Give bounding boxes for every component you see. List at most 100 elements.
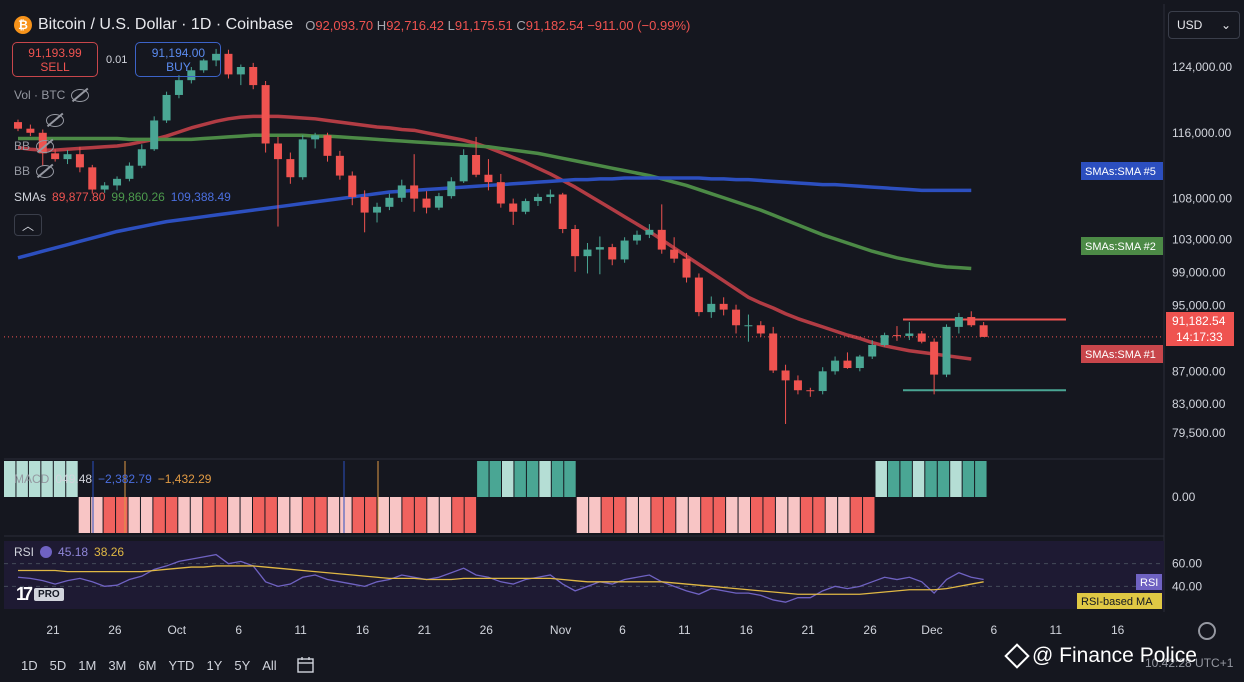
- macd-bar: [775, 497, 788, 533]
- sell-button[interactable]: 91,193.99 SELL: [12, 42, 98, 77]
- calendar-icon[interactable]: [296, 656, 316, 674]
- rsi-settings-icon[interactable]: [40, 546, 53, 558]
- macd-value-3: −1,432.29: [157, 472, 212, 486]
- candle-body: [930, 341, 939, 375]
- rsi-tick-label: 40.00: [1172, 579, 1202, 593]
- macd-bar: [302, 497, 315, 533]
- macd-bar: [203, 497, 215, 533]
- candle-body: [434, 196, 443, 208]
- macd-bar: [601, 497, 614, 533]
- macd-bar: [900, 461, 912, 497]
- rsi-label-bg: [1136, 574, 1162, 590]
- timeframe-5y[interactable]: 5Y: [234, 657, 251, 673]
- timeframe-1y[interactable]: 1Y: [206, 657, 223, 673]
- high-label: H: [376, 17, 387, 33]
- candle-body: [756, 325, 765, 334]
- clock-readout[interactable]: 10:42:28 UTC+1: [1145, 656, 1234, 670]
- legend-volume[interactable]: Vol · BTC: [14, 88, 90, 102]
- macd-bar: [937, 461, 950, 497]
- rsi-legend[interactable]: RSI 45.18 38.26: [14, 545, 124, 559]
- legend-hidden-1[interactable]: [14, 114, 64, 127]
- macd-bar: [414, 497, 427, 533]
- rsi-lines: [4, 541, 1164, 609]
- candle-body: [880, 335, 889, 345]
- volume-label: Vol · BTC: [14, 88, 66, 102]
- collapse-legend-button[interactable]: ︿: [14, 214, 42, 236]
- macd-bar: [626, 497, 638, 533]
- x-tick-label: 6: [991, 623, 998, 637]
- gear-icon[interactable]: [1198, 622, 1216, 640]
- timeframe-6m[interactable]: 6M: [138, 657, 157, 673]
- high-value: 92,716.42: [386, 17, 445, 33]
- legend-bb-2[interactable]: BB: [14, 164, 55, 178]
- candle-body: [323, 135, 332, 156]
- macd-bar: [16, 461, 28, 497]
- macd-bar: [153, 497, 165, 533]
- sma-lines: [17, 114, 972, 361]
- candle-body: [273, 143, 282, 160]
- eye-off-icon[interactable]: [36, 139, 55, 153]
- timeframe-ytd[interactable]: YTD: [168, 657, 195, 673]
- macd-bar: [713, 497, 726, 533]
- rsi-ma-label: RSI-based MA: [1081, 596, 1153, 608]
- buy-button[interactable]: 91,194.00 BUY: [135, 42, 222, 77]
- eye-off-icon[interactable]: [71, 88, 90, 102]
- candle-body: [843, 360, 852, 369]
- macd-bar: [327, 497, 340, 533]
- buy-label: BUY: [166, 59, 191, 74]
- candle-body: [793, 380, 802, 391]
- timeframe-1m[interactable]: 1M: [78, 657, 97, 673]
- rsi-band: [4, 541, 1164, 609]
- macd-bar: [439, 497, 452, 533]
- x-tick-label: 26: [863, 623, 877, 637]
- candle-body: [571, 229, 580, 257]
- macd-bar: [427, 497, 439, 533]
- candle-body: [174, 80, 183, 95]
- timeframe-3m[interactable]: 3M: [108, 657, 127, 673]
- eye-off-icon[interactable]: [36, 164, 55, 178]
- x-tick-label: 11: [678, 623, 691, 637]
- macd-bar: [925, 461, 937, 497]
- x-tick-label: 21: [418, 623, 432, 637]
- macd-bar: [91, 497, 103, 533]
- macd-bar: [464, 497, 477, 533]
- timeframe-5d[interactable]: 5D: [49, 657, 67, 673]
- macd-bar: [228, 497, 240, 533]
- macd-bar: [838, 497, 850, 533]
- x-tick-label: 16: [1111, 623, 1125, 637]
- timeframe-all[interactable]: All: [262, 657, 277, 673]
- candle-body: [459, 155, 468, 182]
- candle-body: [63, 154, 72, 160]
- open-value: 92,093.70: [315, 17, 374, 33]
- macd-bar: [875, 461, 887, 497]
- candle-body: [608, 247, 617, 260]
- candle-body: [51, 153, 60, 160]
- eye-off-icon[interactable]: [46, 114, 64, 127]
- macd-legend[interactable]: MACD 049.48 −2,382.79 −1,432.29: [14, 472, 211, 486]
- buy-price: 91,194.00: [151, 45, 206, 60]
- macd-bar: [290, 497, 302, 533]
- legend-bb-1[interactable]: BB: [14, 139, 55, 153]
- diamond-icon: [1004, 643, 1030, 669]
- candle-body: [806, 390, 815, 392]
- candle-body: [942, 326, 951, 375]
- price-levels: [4, 318, 1164, 392]
- macd-bar: [489, 461, 501, 497]
- sma1-value: 89,877.80: [52, 190, 106, 204]
- currency-select[interactable]: USD ⌄: [1168, 11, 1240, 39]
- candle-body: [484, 174, 493, 183]
- macd-bar: [975, 461, 987, 497]
- legend-smas[interactable]: SMAs 89,877.80 99,860.26 109,388.49: [14, 190, 231, 204]
- bb-label: BB: [14, 139, 31, 153]
- symbol-title[interactable]: Bitcoin / U.S. Dollar · 1D · Coinbase: [38, 16, 294, 33]
- candle-body: [546, 194, 555, 197]
- timeframe-1d[interactable]: 1D: [21, 657, 38, 673]
- low-value: 91,175.51: [454, 17, 513, 33]
- macd-bar: [402, 497, 414, 533]
- macd-bar: [277, 497, 290, 533]
- macd-bar: [738, 497, 750, 533]
- macd-bar: [178, 497, 190, 533]
- macd-bar: [190, 497, 203, 533]
- macd-bar: [340, 497, 352, 533]
